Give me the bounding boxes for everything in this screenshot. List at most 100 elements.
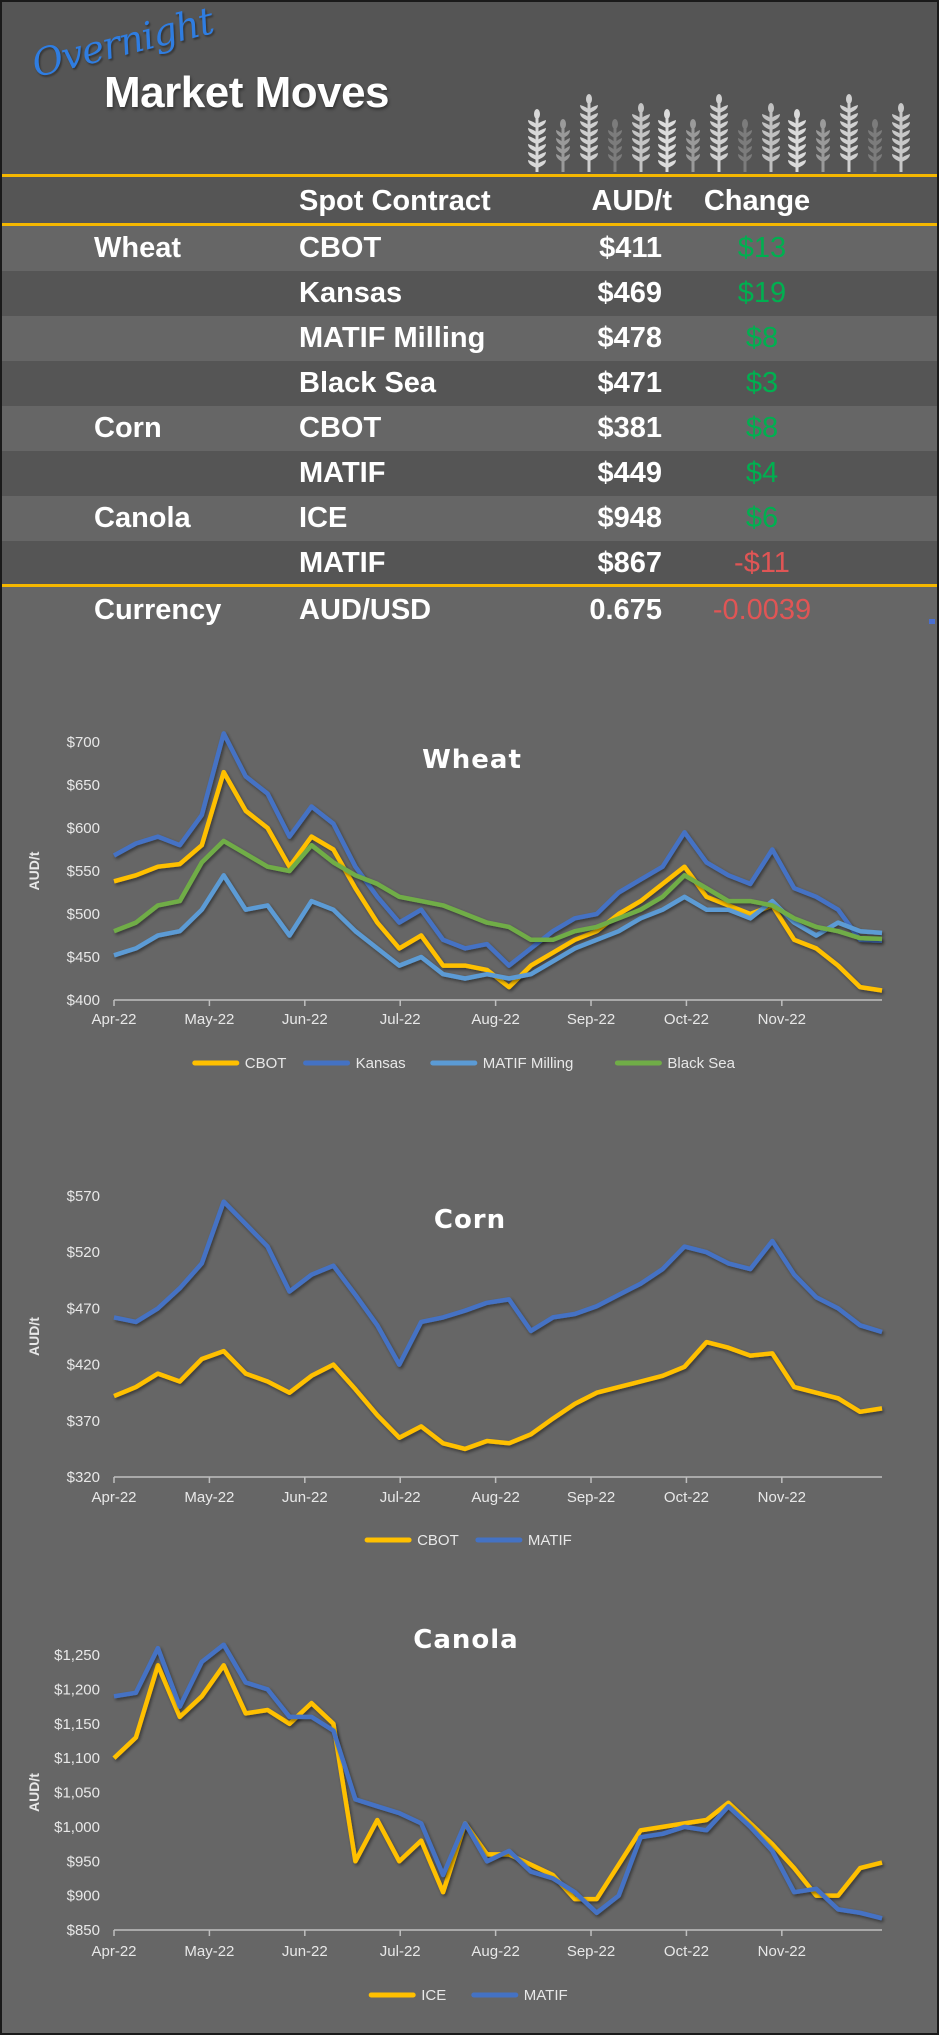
legend-label: Kansas xyxy=(356,1055,406,1072)
row-price: $478 xyxy=(597,322,662,354)
row-group: Corn xyxy=(94,412,162,444)
wheat-stalks-icon xyxy=(528,94,910,172)
row-group: Canola xyxy=(94,502,191,534)
y-tick-label: $420 xyxy=(67,1357,100,1374)
row-contract: Black Sea xyxy=(299,367,437,399)
series-line xyxy=(113,838,883,943)
column-header-contract: Spot Contract xyxy=(299,184,491,217)
legend-label: MATIF Milling xyxy=(483,1055,574,1072)
x-tick-label: Jun-22 xyxy=(282,1011,328,1028)
row-price: $471 xyxy=(597,367,662,399)
x-tick-label: Aug-22 xyxy=(471,1489,519,1506)
series-line xyxy=(112,731,883,968)
row-change: $4 xyxy=(745,457,779,489)
legend-label: Black Sea xyxy=(667,1055,735,1072)
row-group: Wheat xyxy=(94,232,181,264)
legend-label: CBOT xyxy=(245,1055,287,1072)
y-tick-label: $900 xyxy=(67,1888,100,1905)
x-tick-label: Jul-22 xyxy=(380,1489,421,1506)
x-tick-label: May-22 xyxy=(184,1011,234,1028)
table-row: MATIF $867 -$11 xyxy=(2,541,937,586)
y-tick-label: $600 xyxy=(67,820,100,837)
x-tick-label: Sep-22 xyxy=(567,1011,615,1028)
row-contract: MATIF xyxy=(299,457,386,489)
series-line xyxy=(113,1339,883,1452)
row-contract: AUD/USD xyxy=(299,593,432,626)
prices-table-body: Wheat CBOT $411 $13 Kansas $469 $19 MATIF Milli… xyxy=(2,226,937,586)
wheat-chart: Wheat $400 $450 $500 $550 $600 $650 $700 AUD/t Ap… xyxy=(2,702,937,1082)
y-tick-label: $950 xyxy=(67,1853,100,1870)
prices-table: Spot Contract AUD/t Change xyxy=(2,177,937,225)
row-price: $381 xyxy=(597,412,662,444)
y-tick-label: $500 xyxy=(67,906,100,923)
y-tick-label: $650 xyxy=(67,777,100,794)
y-tick-label: $520 xyxy=(67,1244,100,1261)
x-tick-label: Sep-22 xyxy=(567,1943,615,1960)
chart-title: Canola xyxy=(413,1625,518,1655)
series-line xyxy=(112,1663,883,1902)
y-axis-title: AUD/t xyxy=(26,1773,42,1812)
row-change: $13 xyxy=(737,232,787,264)
x-tick-label: May-22 xyxy=(184,1489,234,1506)
x-tick-label: Apr-22 xyxy=(91,1011,136,1028)
column-header-price: AUD/t xyxy=(591,184,672,217)
row-contract: CBOT xyxy=(299,412,382,444)
legend-label: ICE xyxy=(421,1987,446,2004)
row-contract: Kansas xyxy=(299,277,403,309)
x-tick-label: Jun-22 xyxy=(282,1943,328,1960)
y-tick-label: $570 xyxy=(67,1188,100,1205)
series-line xyxy=(113,1642,883,1921)
table-row: MATIF Milling $478 $8 xyxy=(2,316,937,361)
legend-label: MATIF xyxy=(528,1532,572,1549)
row-group: Currency xyxy=(94,593,222,626)
table-row: MATIF $449 $4 xyxy=(2,451,937,496)
table-row: Wheat CBOT $411 $13 xyxy=(2,226,937,271)
table-row: Black Sea $471 $3 xyxy=(2,361,937,406)
y-axis-title: AUD/t xyxy=(26,851,42,890)
currency-divider xyxy=(2,584,937,587)
x-tick-label: Nov-22 xyxy=(758,1011,806,1028)
canola-chart: Canola $850 $900 $950 $1,000 $1,050 $1,100 $1,1… xyxy=(2,1592,937,2022)
row-change: -$11 xyxy=(734,547,790,579)
x-tick-label: Aug-22 xyxy=(471,1943,519,1960)
y-tick-label: $400 xyxy=(67,992,100,1009)
table-row: Corn CBOT $381 $8 xyxy=(2,406,937,451)
row-price: $867 xyxy=(597,547,662,579)
y-tick-label: $1,100 xyxy=(54,1750,100,1767)
legend-label: CBOT xyxy=(417,1532,459,1549)
y-tick-label: $1,250 xyxy=(54,1647,100,1664)
row-change: $6 xyxy=(745,502,779,534)
row-change: $8 xyxy=(745,412,779,444)
row-contract: MATIF xyxy=(299,547,386,579)
column-header-change: Change xyxy=(703,184,811,217)
header-divider xyxy=(2,174,937,177)
y-tick-label: $470 xyxy=(67,1300,100,1317)
x-tick-label: Apr-22 xyxy=(91,1943,136,1960)
x-tick-label: Nov-22 xyxy=(758,1943,806,1960)
y-tick-label: $370 xyxy=(67,1413,100,1430)
x-tick-label: Sep-22 xyxy=(567,1489,615,1506)
page-header: Overnight Market Moves xyxy=(2,0,937,174)
edge-marker xyxy=(929,619,935,624)
y-tick-label: $1,000 xyxy=(54,1819,100,1836)
y-tick-label: $1,050 xyxy=(54,1785,100,1802)
x-tick-label: Nov-22 xyxy=(758,1489,806,1506)
row-price: $411 xyxy=(599,232,662,264)
x-tick-label: Jun-22 xyxy=(282,1489,328,1506)
y-tick-label: $700 xyxy=(67,734,100,751)
row-price: $469 xyxy=(597,277,662,309)
row-contract: MATIF Milling xyxy=(299,322,486,354)
row-change: $3 xyxy=(745,367,779,399)
y-tick-label: $450 xyxy=(67,949,100,966)
row-change: -0.0039 xyxy=(712,593,812,626)
chart-title: Corn xyxy=(434,1205,506,1235)
corn-chart: Corn $320 $370 $420 $470 $520 $570 AUD/t Apr-22 M… xyxy=(2,1167,937,1562)
table-row-currency: Currency AUD/USD 0.675 -0.0039 xyxy=(2,587,937,633)
x-tick-label: Oct-22 xyxy=(664,1943,709,1960)
row-contract: CBOT xyxy=(299,232,382,264)
x-tick-label: Jul-22 xyxy=(380,1011,421,1028)
y-tick-label: $1,150 xyxy=(54,1716,100,1733)
chart-title: Wheat xyxy=(422,745,522,775)
row-change: $8 xyxy=(745,322,779,354)
legend-label: MATIF xyxy=(524,1987,568,2004)
